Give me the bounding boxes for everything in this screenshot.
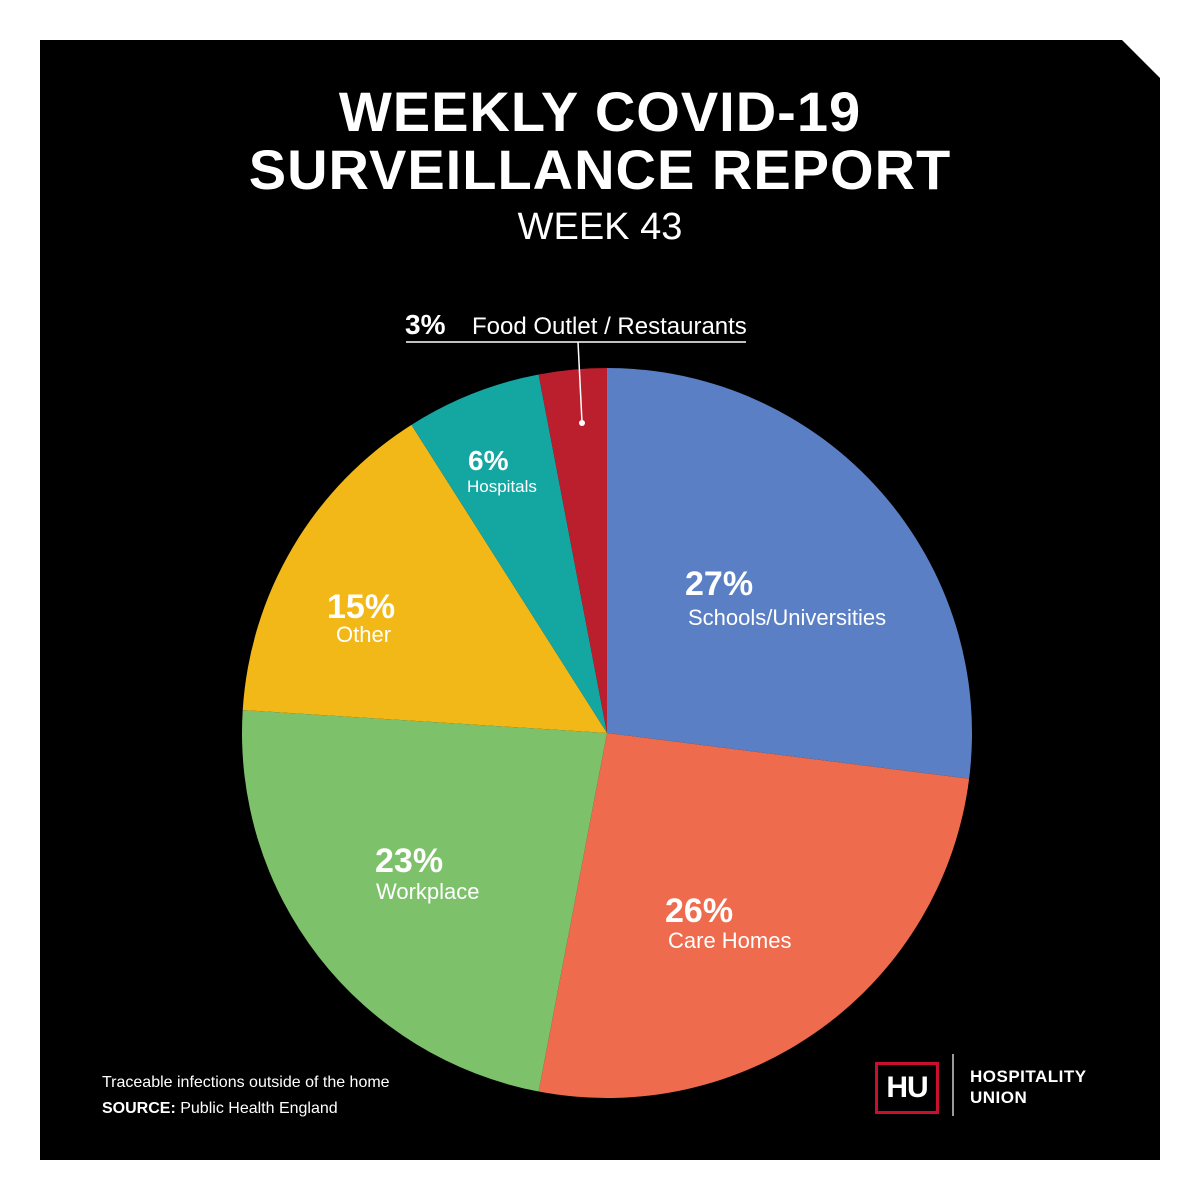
source-label: SOURCE: (102, 1100, 176, 1117)
week-label: WEEK 43 (517, 206, 683, 248)
slice-category-label: Workplace (376, 879, 480, 904)
report-title-line-2: SURVEILLANCE REPORT (248, 138, 952, 201)
callout-category-label: Food Outlet / Restaurants (472, 313, 747, 340)
callout-leader-line (577, 341, 583, 423)
footnote: Traceable infections outside of the home… (102, 1070, 390, 1122)
pie-slice-hospitals (411, 374, 607, 733)
pie-slice-schools-universities (607, 368, 972, 779)
slice-category-label: Other (336, 622, 391, 647)
report-title-line-1: WEEKLY COVID-19 (338, 80, 862, 143)
footnote-note: Traceable infections outside of the home (102, 1074, 390, 1091)
pie-slice-care-homes (538, 733, 970, 1098)
slice-percent-label: 27% (685, 565, 753, 603)
hospitality-union-logo-text: HOSPITALITY UNION (970, 1066, 1087, 1108)
slice-percent-label: 6% (468, 445, 509, 476)
pie-slice-workplace (242, 710, 607, 1092)
slice-category-label: Schools/Universities (688, 605, 886, 630)
callout-percent-label: 3% (405, 309, 446, 340)
slice-category-label: Care Homes (668, 928, 791, 953)
pie-chart: 27%Schools/Universities 26%Care Homes 23%W… (242, 309, 972, 1098)
source-value: Public Health England (180, 1100, 338, 1117)
logo-name-line-1: HOSPITALITY (970, 1067, 1087, 1086)
slice-percent-label: 15% (327, 588, 395, 626)
slice-percent-label: 23% (375, 842, 443, 880)
pie-slice-food-outlet-restaurants (538, 368, 607, 733)
hu-logo-mark: HU (875, 1062, 939, 1114)
pie-slice-other (242, 424, 607, 733)
logo-divider (952, 1054, 954, 1116)
hu-logo-letters: HU (884, 1071, 930, 1105)
slice-category-label: Hospitals (467, 477, 537, 496)
slice-percent-label: 26% (665, 892, 733, 930)
report-card: WEEKLY COVID-19 SURVEILLANCE REPORT WEEK… (40, 40, 1160, 1160)
logo-name-line-2: UNION (970, 1088, 1028, 1107)
callout-leader-dot (579, 420, 585, 426)
footnote-source: SOURCE: Public Health England (102, 1096, 390, 1122)
